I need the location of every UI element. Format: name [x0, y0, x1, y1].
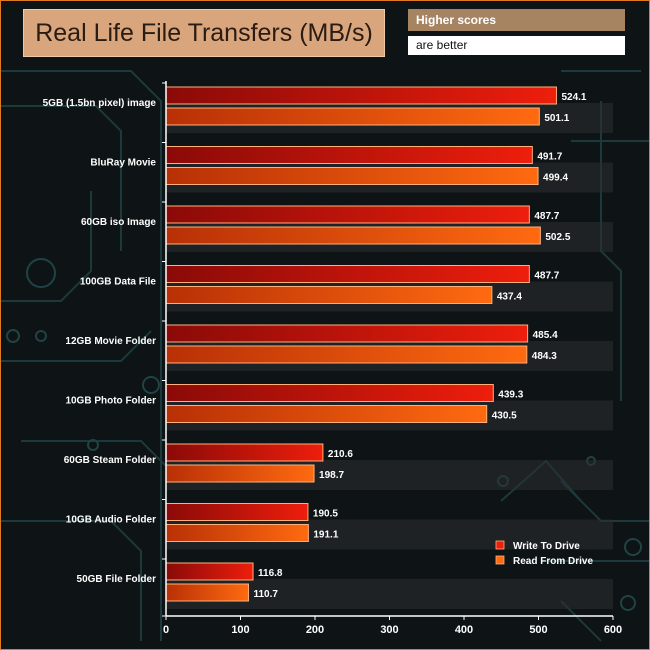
write-value-label: 116.8 — [258, 568, 283, 579]
circuit-node — [26, 258, 56, 288]
circuit-trace — [21, 440, 167, 467]
category-label: BluRay Movie — [90, 158, 156, 169]
read-bar — [165, 583, 249, 602]
write-bar — [165, 562, 254, 581]
bars-group: 5GB (1.5bn pixel) image 524.1 501.1 BluRay … — [43, 86, 587, 602]
read-bar — [165, 524, 309, 542]
x-tick-label: 100 — [231, 624, 249, 636]
write-bar — [165, 205, 530, 224]
read-bar — [165, 226, 541, 245]
circuit-trace — [1, 191, 92, 302]
read-value-label: 501.1 — [544, 113, 569, 124]
write-value-label: 485.4 — [533, 330, 558, 341]
x-tick-label: 200 — [306, 624, 324, 636]
read-value-label: 198.7 — [319, 470, 344, 481]
legend-swatch-read — [495, 555, 505, 565]
category-label: 10GB Audio Folder — [66, 515, 156, 526]
x-tick-label: 400 — [455, 624, 473, 636]
x-tick-label: 0 — [163, 624, 169, 636]
read-bar — [165, 464, 315, 483]
circuit-node — [87, 439, 99, 451]
legend-label-read: Read From Drive — [513, 556, 593, 567]
read-bar — [165, 286, 493, 304]
legend: Write To Drive Read From Drive — [495, 540, 593, 567]
circuit-node — [142, 376, 160, 394]
write-bar — [165, 384, 494, 402]
write-value-label: 487.7 — [534, 211, 559, 222]
write-bar — [165, 86, 557, 105]
write-value-label: 439.3 — [498, 390, 523, 401]
read-value-label: 502.5 — [545, 232, 570, 243]
category-label: 12GB Movie Folder — [65, 336, 156, 347]
axes: 0 100 200 300 400 500 600 — [162, 81, 622, 636]
x-tick-label: 500 — [529, 624, 547, 636]
read-value-label: 110.7 — [253, 589, 278, 600]
read-value-label: 191.1 — [313, 530, 338, 541]
legend-swatch-write — [495, 540, 505, 550]
legend-label-write: Write To Drive — [513, 541, 580, 552]
circuit-trace — [1, 520, 142, 641]
write-bar — [165, 443, 324, 462]
read-bar — [165, 167, 539, 185]
read-value-label: 430.5 — [492, 411, 517, 422]
category-label: 60GB Steam Folder — [64, 455, 156, 466]
circuit-trace — [1, 330, 152, 362]
write-value-label: 491.7 — [537, 152, 562, 163]
circuit-node — [6, 329, 20, 343]
read-bar — [165, 405, 488, 423]
read-bar — [165, 345, 528, 364]
chart-title: Real Life File Transfers (MB/s) — [23, 9, 385, 57]
circuit-node — [624, 538, 642, 556]
x-tick-label: 600 — [604, 624, 622, 636]
write-bar — [165, 146, 533, 164]
category-label: 50GB File Folder — [77, 574, 157, 585]
write-value-label: 210.6 — [328, 449, 353, 460]
circuit-node — [35, 330, 47, 342]
category-label: 10GB Photo Folder — [65, 396, 156, 407]
category-label: 5GB (1.5bn pixel) image — [43, 98, 157, 109]
circuit-node — [620, 595, 636, 611]
category-label: 100GB Data File — [80, 277, 157, 288]
read-value-label: 499.4 — [543, 173, 568, 184]
circuit-trace — [1, 70, 162, 641]
read-value-label: 484.3 — [532, 351, 557, 362]
write-bar — [165, 503, 309, 521]
write-bar — [165, 265, 530, 283]
write-value-label: 190.5 — [313, 509, 338, 520]
write-bar — [165, 324, 529, 343]
read-value-label: 437.4 — [497, 292, 522, 303]
category-label: 60GB iso Image — [81, 217, 156, 228]
higher-scores-note: Higher scores — [408, 9, 625, 31]
circuit-trace — [1, 105, 122, 251]
are-better-note: are better — [408, 36, 625, 55]
write-value-label: 487.7 — [534, 271, 559, 282]
read-bar — [165, 107, 540, 126]
x-tick-label: 300 — [380, 624, 398, 636]
write-value-label: 524.1 — [561, 92, 586, 103]
